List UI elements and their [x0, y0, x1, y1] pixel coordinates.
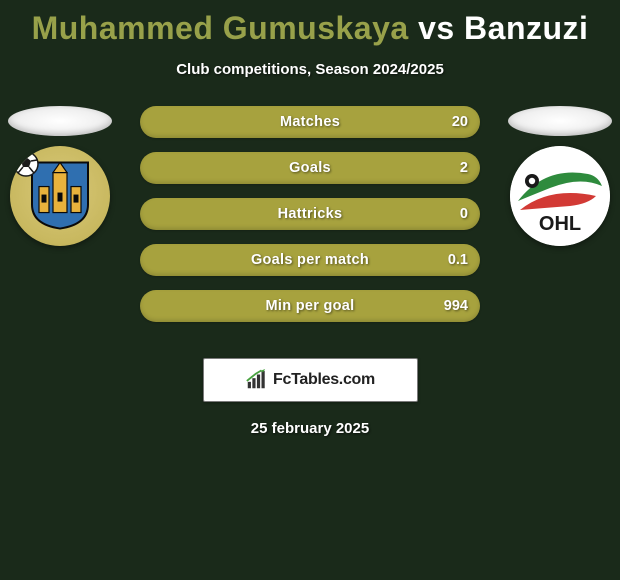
stat-right-value: 20	[452, 114, 468, 130]
stat-row: Goals 2	[140, 152, 480, 184]
stat-right-value: 0	[460, 206, 468, 222]
stat-right-value: 2	[460, 160, 468, 176]
brand-text: FcTables.com	[273, 371, 375, 389]
stat-label: Matches	[280, 114, 340, 130]
stat-row: Min per goal 994	[140, 290, 480, 322]
stat-right-value: 0.1	[448, 252, 468, 268]
date-text: 25 february 2025	[0, 420, 620, 437]
soccer-ball-icon	[12, 150, 40, 178]
club-right-text: OHL	[539, 213, 581, 235]
player1-avatar-placeholder	[8, 106, 112, 136]
stat-right-value: 994	[444, 298, 468, 314]
stat-row: Goals per match 0.1	[140, 244, 480, 276]
stats-list: Matches 20 Goals 2 Hattricks 0 Goals per match…	[140, 106, 480, 322]
club-badge-left	[10, 146, 110, 246]
club-badge-right: OHL	[510, 146, 610, 246]
compare-area: OHL Matches 20 Goals 2 Hattricks 0 Goals per m…	[0, 106, 620, 336]
subtitle: Club competitions, Season 2024/2025	[0, 61, 620, 78]
player2-avatar-placeholder	[508, 106, 612, 136]
page-title: Muhammed Gumuskaya vs Banzuzi	[0, 0, 620, 47]
stat-label: Goals	[289, 160, 331, 176]
stat-label: Hattricks	[278, 206, 343, 222]
title-player1: Muhammed Gumuskaya	[32, 10, 409, 46]
title-vs: vs	[418, 10, 464, 46]
stat-label: Goals per match	[251, 252, 369, 268]
stat-row: Hattricks 0	[140, 198, 480, 230]
stat-label: Min per goal	[266, 298, 355, 314]
player2-column: OHL	[500, 106, 620, 246]
club-crest-right: OHL	[510, 146, 610, 246]
player1-column	[0, 106, 120, 246]
title-player2: Banzuzi	[464, 10, 588, 46]
brand-box[interactable]: FcTables.com	[203, 358, 418, 402]
stat-row: Matches 20	[140, 106, 480, 138]
barchart-icon	[245, 369, 267, 391]
